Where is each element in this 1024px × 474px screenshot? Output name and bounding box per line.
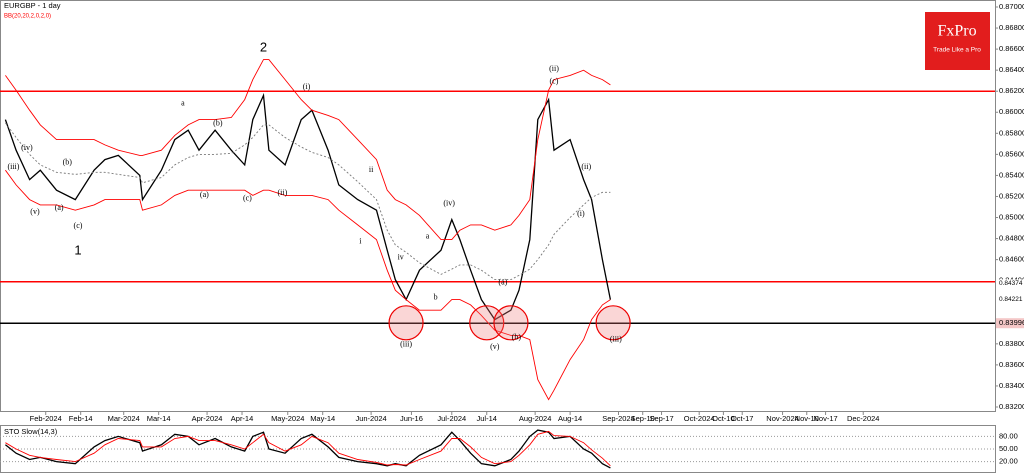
level-label: 0.83996 [999, 318, 1024, 327]
level-label-box [996, 318, 1024, 329]
x-tick-label: Aug-14 [558, 414, 582, 423]
y-tick-label: 20.00 [999, 457, 1018, 466]
indicator-label: BB(20,20,2,0,2,0) [4, 14, 51, 20]
series-line [5, 169, 611, 401]
wave-label: (v) [490, 342, 500, 351]
wave-label: (ii) [581, 162, 591, 171]
y-tick-label: 0.85200 [999, 191, 1024, 200]
y-tick-label: 0.83600 [999, 360, 1024, 369]
x-tick-label: Nov-10 [795, 414, 819, 423]
wave-label: 1 [74, 243, 81, 258]
x-tick-label: Oct-10 [712, 414, 735, 423]
y-tick-label: 0.86200 [999, 86, 1024, 95]
price-label-box [996, 295, 1024, 304]
x-tick-label: Sep-2024 [602, 414, 635, 423]
wave-label: a [426, 231, 430, 240]
x-tick-label: Mar-14 [147, 414, 171, 423]
highlight-circle [595, 305, 631, 341]
y-tick-label: 80.00 [999, 431, 1018, 440]
wave-label: b [434, 292, 438, 301]
y-tick-label: 0.84600 [999, 255, 1024, 264]
x-tick-label: Jun-2024 [355, 414, 386, 423]
series-line [5, 122, 611, 281]
highlight-circle [388, 305, 424, 341]
main-frame [0, 0, 996, 412]
x-tick-label: Nov-17 [813, 414, 837, 423]
x-tick-label: Jul-2024 [437, 414, 466, 423]
series-line [5, 430, 611, 467]
y-tick-label: 0.86000 [999, 107, 1024, 116]
wave-label: (c) [243, 193, 252, 202]
y-tick-label: 50.00 [999, 444, 1018, 453]
y-tick-label: 0.86800 [999, 23, 1024, 32]
logo-box [925, 12, 990, 70]
y-tick-label: 0.85800 [999, 128, 1024, 137]
series-line [5, 59, 611, 241]
y-tick-label: 0.83800 [999, 339, 1024, 348]
price-label: 0.84374 [999, 280, 1023, 287]
price-label-box [996, 279, 1024, 288]
wave-label: (iii) [400, 340, 412, 349]
x-tick-label: Sep-10 [631, 414, 655, 423]
wave-label: iv [398, 252, 404, 261]
x-tick-label: Aug-2024 [519, 414, 552, 423]
wave-label: (ii) [277, 188, 287, 197]
x-tick-label: Mar-2024 [108, 414, 140, 423]
y-tick-label: 0.84800 [999, 234, 1024, 243]
logo: FxPro [937, 23, 976, 40]
sto-title: STO Slow(14,3) [4, 427, 58, 436]
series-line [4, 429, 611, 469]
x-tick-label: Apr-2024 [192, 414, 223, 423]
wave-label: a [181, 99, 185, 108]
x-tick-label: Nov-2024 [766, 414, 799, 423]
highlight-circle [493, 305, 529, 341]
x-tick-label: Feb-14 [69, 414, 93, 423]
wave-label: i [359, 237, 362, 246]
wave-label: (i) [303, 82, 311, 91]
y-tick-label: 0.85400 [999, 170, 1024, 179]
y-tick-label: 0.86400 [999, 65, 1024, 74]
y-tick-label: 0.86600 [999, 44, 1024, 53]
price-label: 0.84221 [999, 296, 1023, 303]
wave-label: (b) [213, 119, 223, 128]
y-tick-label: 0.85600 [999, 149, 1024, 158]
x-tick-label: Apr-14 [231, 414, 254, 423]
x-tick-label: May-14 [310, 414, 335, 423]
x-tick-label: Oct-2024 [684, 414, 715, 423]
x-tick-label: Jul-14 [477, 414, 497, 423]
wave-label: (a) [498, 278, 507, 287]
x-tick-label: Feb-2024 [30, 414, 62, 423]
x-tick-label: May-2024 [271, 414, 304, 423]
wave-label: (a) [55, 203, 64, 212]
y-tick-label: 0.85000 [999, 213, 1024, 222]
tagline: Trade Like a Pro [933, 47, 981, 54]
y-tick-label: 0.83400 [999, 381, 1024, 390]
wave-label: (i) [577, 209, 585, 218]
wave-label: (a) [200, 190, 209, 199]
wave-label: (ii) [549, 64, 559, 73]
wave-label: (iv) [443, 199, 455, 208]
x-tick-label: Sep-17 [649, 414, 673, 423]
x-tick-label: Oct-17 [731, 414, 754, 423]
wave-label: (c) [550, 77, 559, 86]
wave-label: (iii) [610, 334, 622, 343]
y-tick-label: 0.83200 [999, 402, 1024, 411]
x-tick-label: Jun-16 [400, 414, 423, 423]
wave-label: (c) [74, 221, 83, 230]
series-line [4, 92, 612, 321]
wave-label: (b) [512, 332, 522, 341]
wave-label: (b) [63, 158, 73, 167]
wave-label: (iii) [7, 162, 19, 171]
wave-label: 2 [260, 39, 267, 54]
y-tick-label: 0.87000 [999, 2, 1024, 11]
highlight-circle [469, 305, 505, 341]
chart-title: EURGBP - 1 day [4, 1, 61, 10]
wave-label: (v) [30, 207, 40, 216]
x-tick-label: Dec-2024 [847, 414, 880, 423]
wave-label: ii [369, 165, 374, 174]
wave-label: (iv) [21, 143, 33, 152]
